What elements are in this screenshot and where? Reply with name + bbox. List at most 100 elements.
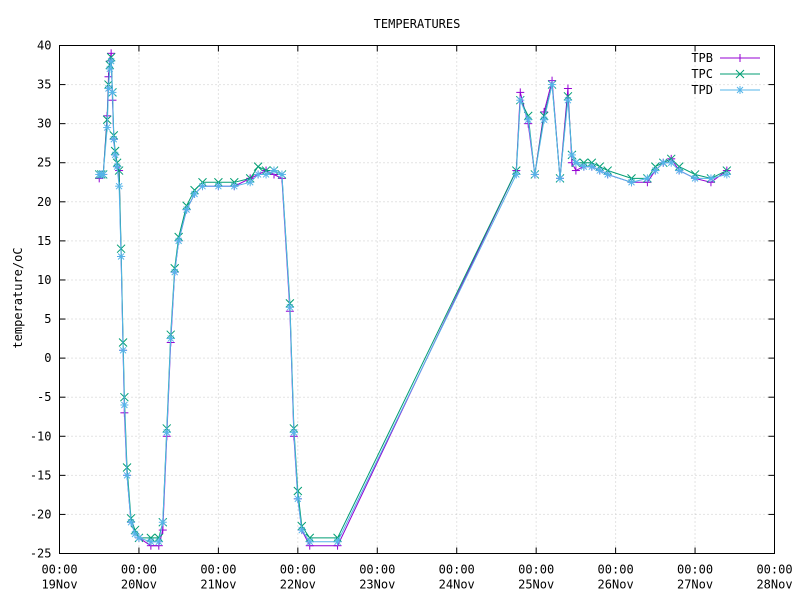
data-point-tpd — [530, 170, 539, 179]
data-point-tpd — [119, 346, 128, 355]
series-lines — [94, 49, 732, 550]
legend-marker-tpc — [735, 69, 745, 79]
data-point-tpd — [162, 428, 171, 437]
data-point-tpd — [166, 334, 175, 343]
legend: TPB TPC TPD — [691, 51, 760, 97]
data-point-tpd — [214, 182, 223, 191]
x-tick-label-date: 21Nov — [200, 578, 236, 592]
x-tick-label-time: 00:00 — [677, 563, 713, 577]
y-tick-label: 0 — [44, 351, 51, 365]
data-point-tpd — [127, 518, 135, 527]
series-line-tpd — [99, 61, 727, 543]
data-point-tpd — [123, 471, 132, 480]
data-point-tpd — [643, 174, 652, 183]
data-point-tpd — [512, 170, 521, 179]
data-point-tpd — [190, 189, 199, 198]
data-point-tpd — [174, 236, 183, 245]
x-tick-label-time: 00:00 — [598, 563, 634, 577]
data-point-tpd — [675, 166, 684, 175]
data-point-tpd — [548, 80, 557, 89]
series-tpd — [95, 57, 731, 546]
data-point-tpd — [706, 174, 715, 183]
series-line-tpb — [98, 53, 728, 547]
legend-label-tpb: TPB — [691, 51, 713, 65]
x-tick-label-date: 27Nov — [677, 578, 713, 592]
x-tick-label-time: 00:00 — [280, 563, 316, 577]
y-tick-label: -20 — [30, 507, 52, 521]
data-point-tpd — [99, 170, 108, 179]
data-point-tpd — [146, 537, 155, 546]
data-point-tpd — [103, 123, 112, 132]
data-point-tpd — [117, 252, 126, 261]
data-point-tpd — [627, 178, 636, 187]
data-point-tpd — [270, 166, 278, 175]
data-point-tpd — [105, 64, 114, 73]
data-point-tpd — [297, 526, 306, 535]
data-point-tpd — [595, 166, 604, 175]
chart-title: TEMPERATURES — [374, 17, 461, 31]
x-tick-label-time: 00:00 — [200, 563, 236, 577]
axis-ticks: -25-20-15-10-5051015202530354000:0019Nov… — [30, 39, 793, 592]
data-point-tpd — [540, 115, 549, 124]
data-point-tpd — [305, 537, 314, 546]
data-point-tpb — [516, 88, 525, 97]
data-point-tpd — [571, 158, 580, 167]
data-point-tpd — [556, 174, 564, 183]
x-tick-label-date: 25Nov — [518, 578, 554, 592]
legend-label-tpc: TPC — [691, 67, 713, 81]
data-point-tpd — [109, 135, 118, 144]
data-point-tpd — [170, 268, 179, 277]
data-point-tpd — [587, 162, 596, 171]
data-point-tpd — [107, 57, 116, 66]
y-tick-label: 20 — [37, 195, 51, 209]
y-tick-label: 30 — [37, 117, 51, 131]
data-point-tpd — [134, 533, 143, 542]
x-tick-label-date: 26Nov — [598, 578, 634, 592]
data-point-tpd — [579, 162, 588, 171]
x-tick-label-time: 00:00 — [41, 563, 77, 577]
x-tick-label-time: 00:00 — [756, 563, 792, 577]
x-tick-label-time: 00:00 — [121, 563, 157, 577]
data-point-tpb — [563, 84, 572, 93]
plot-frame — [59, 45, 775, 554]
data-point-tpd — [524, 115, 533, 124]
y-tick-label: -25 — [30, 547, 52, 561]
data-point-tpd — [254, 170, 263, 179]
y-tick-label: -15 — [30, 468, 52, 482]
data-point-tpd — [333, 537, 342, 546]
data-point-tpd — [567, 150, 576, 159]
data-point-tpd — [113, 162, 122, 171]
x-tick-label-time: 00:00 — [518, 563, 554, 577]
data-point-tpd — [285, 303, 294, 312]
data-point-tpd — [659, 158, 668, 167]
data-point-tpd — [277, 170, 286, 179]
y-tick-label: 35 — [37, 78, 51, 92]
data-point-tpd — [293, 494, 302, 503]
data-point-tpd — [158, 518, 167, 527]
series-line-tpc — [99, 57, 728, 539]
data-point-tpc — [253, 162, 263, 171]
data-point-tpd — [262, 170, 271, 179]
data-point-tpd — [130, 529, 139, 538]
series-tpb — [95, 49, 731, 550]
data-point-tpd — [722, 170, 731, 179]
data-point-tpb — [107, 49, 116, 58]
y-axis-label: temperature/oC — [11, 247, 25, 348]
legend-label-tpd: TPD — [691, 83, 713, 97]
x-tick-label-date: 22Nov — [280, 578, 316, 592]
data-point-tpd — [108, 88, 117, 97]
y-tick-label: 5 — [44, 312, 51, 326]
x-tick-label-time: 00:00 — [359, 563, 395, 577]
data-point-tpd — [182, 205, 191, 214]
y-tick-label: 40 — [37, 39, 51, 53]
x-tick-label-date: 19Nov — [41, 578, 77, 592]
data-point-tpd — [289, 428, 298, 437]
data-point-tpb — [571, 166, 580, 175]
x-tick-label-time: 00:00 — [439, 563, 475, 577]
data-point-tpd — [115, 182, 124, 191]
data-point-tpd — [563, 96, 572, 105]
data-point-tpd — [516, 96, 525, 105]
legend-marker-tpd — [736, 86, 744, 94]
data-point-tpd — [246, 178, 255, 187]
grid-lines — [59, 45, 775, 554]
